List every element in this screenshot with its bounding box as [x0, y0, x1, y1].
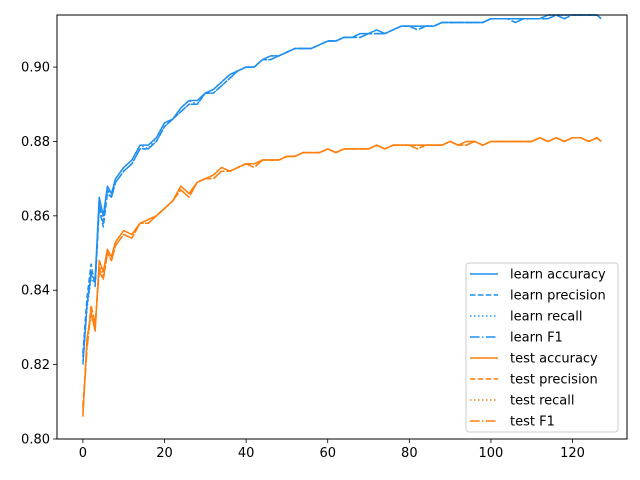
series-line-learn-f1 — [82, 14, 602, 358]
y-axis: 0.80 0.82 0.84 0.86 0.88 0.90 — [21, 61, 57, 448]
x-axis: 0 20 40 60 80 100 120 — [79, 439, 585, 461]
x-tick-label: 20 — [156, 446, 173, 461]
y-tick-label: 0.90 — [21, 61, 50, 76]
x-tick-label: 0 — [79, 446, 87, 461]
y-tick-label: 0.80 — [21, 433, 50, 448]
legend: learn accuracy learn precision learn recal… — [465, 262, 619, 433]
axes-layer — [56, 14, 628, 440]
legend-label: test F1 — [510, 415, 555, 430]
y-tick-label: 0.82 — [21, 358, 50, 373]
legend-label: test precision — [510, 373, 598, 388]
y-tick-label: 0.84 — [21, 284, 50, 299]
x-tick-label: 100 — [479, 446, 504, 461]
legend-frame — [465, 262, 619, 433]
legend-label: learn precision — [510, 289, 606, 304]
y-tick-label: 0.86 — [21, 209, 50, 224]
series-layer — [82, 14, 602, 417]
x-tick-label: 60 — [319, 446, 336, 461]
series-line-test-f1 — [82, 136, 602, 410]
legend-label: learn accuracy — [510, 268, 606, 283]
x-tick-label: 80 — [401, 446, 418, 461]
y-tick-label: 0.88 — [21, 135, 50, 150]
legend-entries: learn accuracy learn precision learn recal… — [470, 268, 606, 430]
axes-frame — [56, 14, 628, 440]
x-tick-label: 120 — [560, 446, 585, 461]
x-tick-label: 40 — [238, 446, 255, 461]
legend-label: learn recall — [510, 310, 582, 325]
legend-label: learn F1 — [510, 331, 563, 346]
series-line-learn-accuracy — [82, 14, 602, 365]
legend-label: test recall — [510, 394, 575, 409]
series-line-learn-recall — [82, 14, 602, 361]
legend-label: test accuracy — [510, 352, 598, 367]
